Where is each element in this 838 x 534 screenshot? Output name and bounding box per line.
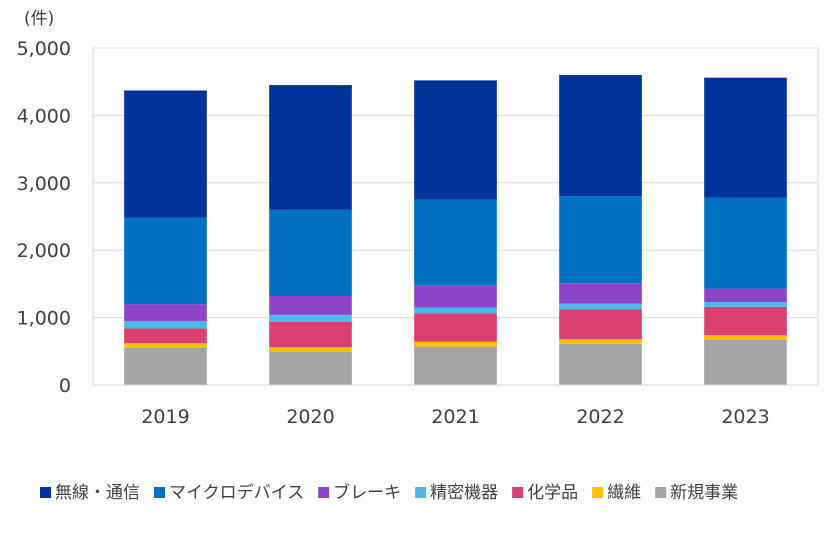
legend-label: 精密機器 [430,483,498,503]
legend-label: ブレーキ [333,482,401,503]
bar-segment [124,343,207,348]
axes: 0 1,000 2,000 3,000 4,000 5,000 2019 2020 2021 20… [17,38,819,428]
bar-segment [704,302,787,307]
bar-segment [124,217,207,305]
legend-swatch [154,487,165,498]
bar-segment [559,339,642,344]
bar-segment [269,85,352,210]
bar-segment [269,314,352,322]
legend-label: マイクロデバイス [169,482,304,503]
legend-label: 新規事業 [670,483,738,503]
bar-segment [704,197,787,289]
y-tick-label: 1,000 [17,308,71,330]
bar-segment [559,74,642,197]
bar-segment [414,80,497,200]
bar-segment [704,335,787,340]
legend-swatch [40,487,51,498]
y-tick-label: 4,000 [17,105,71,127]
bar-segment [124,320,207,329]
bar-segment [414,307,497,314]
bar-segment [124,304,207,321]
bar-segment [124,347,207,385]
bar-segment [559,309,642,340]
bar-segment [559,283,642,304]
bar-segment [269,296,352,315]
x-tick-label: 2020 [286,406,334,428]
bar-segment [269,209,352,297]
legend-swatch [592,487,604,498]
bar-segment [269,351,352,385]
bar-segment [559,343,642,385]
bar-segment [414,313,497,342]
bar-segment [124,328,207,344]
bar-segment [414,199,497,286]
bar-segment [124,90,207,218]
x-tick-label: 2019 [141,406,189,428]
bar-segment [704,339,787,385]
y-axis-unit-label: (件) [24,9,54,29]
bar-segment [269,347,352,352]
legend-label: 化学品 [527,483,578,503]
legend-swatch [655,487,667,498]
bar-segment [704,77,787,198]
y-tick-label: 2,000 [17,240,71,262]
legend-swatch [512,487,524,498]
bar-segment [704,288,787,303]
y-tick-label: 3,000 [17,173,71,195]
bar-segment [269,321,352,348]
y-tick-label: 0 [59,375,71,397]
legend-label: 繊維 [607,483,641,503]
legend-label: 無線・通信 [55,483,140,503]
legend-swatch [415,487,427,498]
bar-segment [559,196,642,284]
x-tick-label: 2023 [721,406,769,428]
x-tick-label: 2022 [576,406,624,428]
x-tick-label: 2021 [431,406,479,428]
y-tick-label: 5,000 [17,38,71,60]
bar-segment [704,306,787,336]
bar-segment [559,303,642,310]
bars [124,74,787,385]
bar-segment [414,346,497,385]
plot-area-border [92,47,819,386]
bar-segment [414,285,497,308]
legend: 無線・通信 マイクロデバイス ブレーキ 精密機器 化学品 繊維 新規事業 [40,482,738,503]
legend-swatch [318,487,330,498]
bar-segment [414,341,497,347]
